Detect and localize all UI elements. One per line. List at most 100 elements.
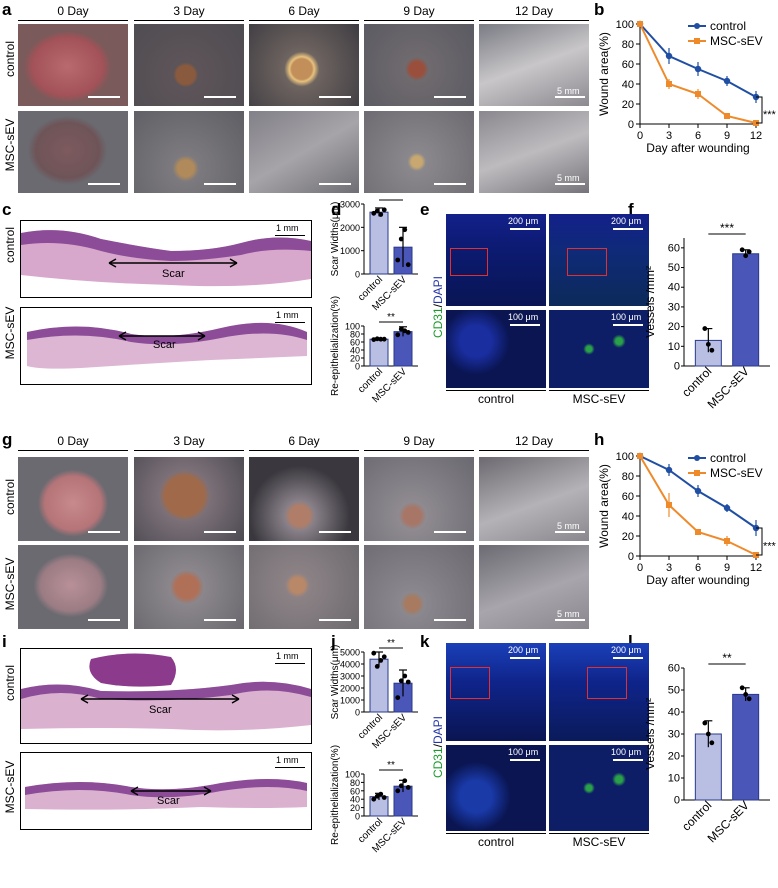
data-point [378, 658, 384, 663]
significance-label: *** [763, 541, 777, 553]
legend-label: MSC-sEV [710, 466, 763, 480]
significance-label: ** [387, 760, 395, 771]
significance-label: ** [387, 638, 395, 649]
row-label-msc-sev-c: MSC-sEV [3, 306, 17, 360]
day-header: 6 Day [288, 4, 320, 18]
panel-label-a: a [2, 0, 12, 19]
data-point [371, 650, 377, 656]
scar-label: Scar [162, 268, 185, 280]
panel-label-h: h [594, 430, 605, 449]
y-tick-label: 2000 [340, 223, 360, 233]
data-point [405, 679, 411, 685]
y-tick-label: 1000 [340, 246, 360, 256]
y-tick-label: 60 [622, 491, 634, 503]
y-tick-label: 100 [345, 770, 360, 780]
data-point [705, 341, 711, 347]
histology-control-bottom: 1 mm Scar [20, 648, 312, 744]
wound-photo [134, 111, 244, 193]
y-axis-label: Re-epithelialization(%) [330, 296, 341, 396]
histology-msc-bottom: 1 mm Scar [20, 752, 312, 830]
day-header: 12 Day [514, 4, 554, 18]
x-tick-label: 6 [695, 562, 701, 574]
data-point [378, 212, 384, 217]
panel-label-f: f [628, 200, 634, 219]
row-label-msc-sev-g: MSC-sEV [3, 557, 17, 611]
data-point [402, 673, 408, 679]
panel-label-k: k [420, 632, 430, 651]
y-tick-label: 0 [628, 119, 634, 131]
data-point [374, 793, 380, 799]
data-point [665, 466, 673, 474]
data-point [398, 236, 404, 242]
data-point [371, 796, 377, 802]
significance-label: ** [722, 652, 732, 665]
row-label-msc-sev-i: MSC-sEV [3, 760, 17, 814]
data-point [381, 795, 387, 800]
significance-bracket [756, 527, 763, 556]
data-point [398, 678, 404, 684]
data-point [665, 52, 673, 60]
data-point [637, 453, 643, 459]
fluo-msc-high-k: 100 μm [549, 745, 649, 831]
panel-label-j: j [331, 632, 336, 651]
day-header: 9 Day [403, 4, 435, 18]
data-point [395, 788, 401, 794]
data-point [666, 81, 672, 87]
y-tick-label: 30 [668, 301, 680, 313]
y-tick-label: 20 [622, 531, 634, 543]
y-tick-label: 4000 [340, 660, 360, 670]
y-tick-label: 10 [668, 341, 680, 353]
x-tick-label: 6 [695, 130, 701, 142]
y-tick-label: 40 [668, 707, 680, 719]
data-point [746, 696, 752, 702]
group-label: control [477, 392, 515, 406]
panel-label-c: c [2, 200, 12, 219]
data-point [709, 740, 715, 746]
y-tick-label: 80 [622, 39, 634, 51]
data-point [723, 504, 731, 512]
y-tick-label: 40 [668, 282, 680, 294]
row-label-control-i: control [3, 664, 17, 702]
y-tick-label: 0 [355, 812, 360, 822]
histology-msc-top: 1 mm Scar [20, 307, 312, 385]
y-tick-label: 80 [350, 330, 360, 340]
wound-photo [18, 457, 128, 541]
fluo-msc-low: 200 μm [549, 214, 649, 306]
data-point [395, 257, 401, 263]
data-point [743, 692, 749, 697]
x-tick-label: MSC-sEV [705, 798, 752, 845]
x-tick-label: 3 [666, 562, 672, 574]
data-point [695, 529, 701, 535]
x-tick-label: 9 [724, 562, 730, 574]
data-point [405, 262, 411, 268]
y-axis-label: Vessels /mm² [646, 266, 657, 338]
wound-photo: 5 mm [479, 24, 589, 106]
legend-marker [694, 470, 700, 476]
panel-label-l: l [628, 632, 633, 651]
y-tick-label: 20 [622, 99, 634, 111]
wound-photo [364, 545, 474, 629]
y-tick-label: 60 [350, 786, 360, 796]
y-tick-label: 0 [355, 270, 360, 280]
data-point [702, 720, 708, 726]
data-point [395, 332, 401, 338]
y-tick-label: 50 [668, 262, 680, 274]
data-point [374, 208, 380, 214]
y-tick-label: 60 [350, 338, 360, 348]
y-tick-label: 10 [668, 773, 680, 785]
y-tick-label: 20 [668, 751, 680, 763]
y-tick-label: 80 [350, 778, 360, 788]
significance-label: *** [763, 109, 777, 121]
data-point [694, 487, 702, 495]
data-point [637, 21, 643, 27]
y-tick-label: 100 [616, 451, 634, 463]
group-label: MSC-sEV [572, 392, 626, 406]
legend-marker [694, 23, 700, 29]
y-tick-label: 20 [668, 321, 680, 333]
y-axis-label: Wound area(%) [597, 32, 611, 116]
data-point [723, 77, 731, 85]
data-point [371, 210, 377, 216]
fluo-msc-low-k: 200 μm [549, 643, 649, 741]
day-header: 0 Day [57, 434, 89, 448]
